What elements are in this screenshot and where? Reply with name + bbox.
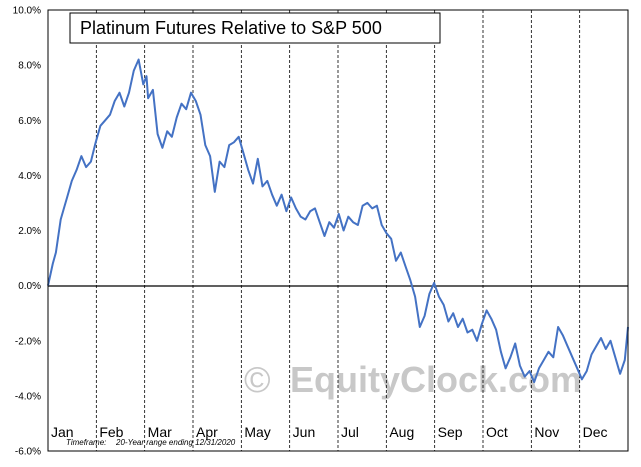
x-tick-label: Nov <box>534 424 559 440</box>
y-tick-label: 4.0% <box>18 171 41 182</box>
footnote: Timeframe: 20-Year range ending 12/31/20… <box>66 438 236 447</box>
x-tick-label: Jun <box>293 424 316 440</box>
series-line <box>47 58 629 384</box>
x-tick-label: Jan <box>51 424 74 440</box>
plot-area-border <box>47 9 629 452</box>
title-box-border <box>69 12 441 44</box>
footnote-text: 20-Year range ending 12/31/2020 <box>115 438 236 447</box>
y-tick-label: -6.0% <box>15 447 41 458</box>
watermark-text: EquityClock.com <box>290 359 582 400</box>
y-tick-label: 10.0% <box>13 6 41 17</box>
x-tick-label: Mar <box>148 424 172 440</box>
y-tick-label: 6.0% <box>18 116 41 127</box>
chart-title: Platinum Futures Relative to S&P 500 <box>80 18 382 38</box>
x-tick-label: Oct <box>486 424 508 440</box>
gridlines <box>95 10 581 451</box>
x-tick-label: Aug <box>389 424 414 440</box>
y-tick-label: 8.0% <box>18 61 41 72</box>
x-axis-month-labels: Jan Feb Mar Apr May Jun Jul Aug Sep Oct Nov Dec <box>51 424 608 440</box>
x-tick-label: Sep <box>438 424 463 440</box>
y-tick-label: -2.0% <box>15 336 41 347</box>
y-tick-label: -4.0% <box>15 391 41 402</box>
y-tick-label: 2.0% <box>18 226 41 237</box>
y-axis-tick-labels: 10.0% 8.0% 6.0% 4.0% 2.0% 0.0% -2.0% -4.0% -6.0% <box>13 6 41 458</box>
x-tick-label: Apr <box>196 424 218 440</box>
x-tick-label: Jul <box>341 424 359 440</box>
footnote-label: Timeframe: <box>66 438 106 447</box>
y-tick-label: 0.0% <box>18 281 41 292</box>
watermark-copyright-symbol: © <box>244 359 271 400</box>
x-tick-label: Feb <box>99 424 123 440</box>
x-tick-label: May <box>244 424 270 440</box>
x-tick-label: Dec <box>583 424 608 440</box>
chart-title-box: Platinum Futures Relative to S&P 500 <box>69 12 441 44</box>
